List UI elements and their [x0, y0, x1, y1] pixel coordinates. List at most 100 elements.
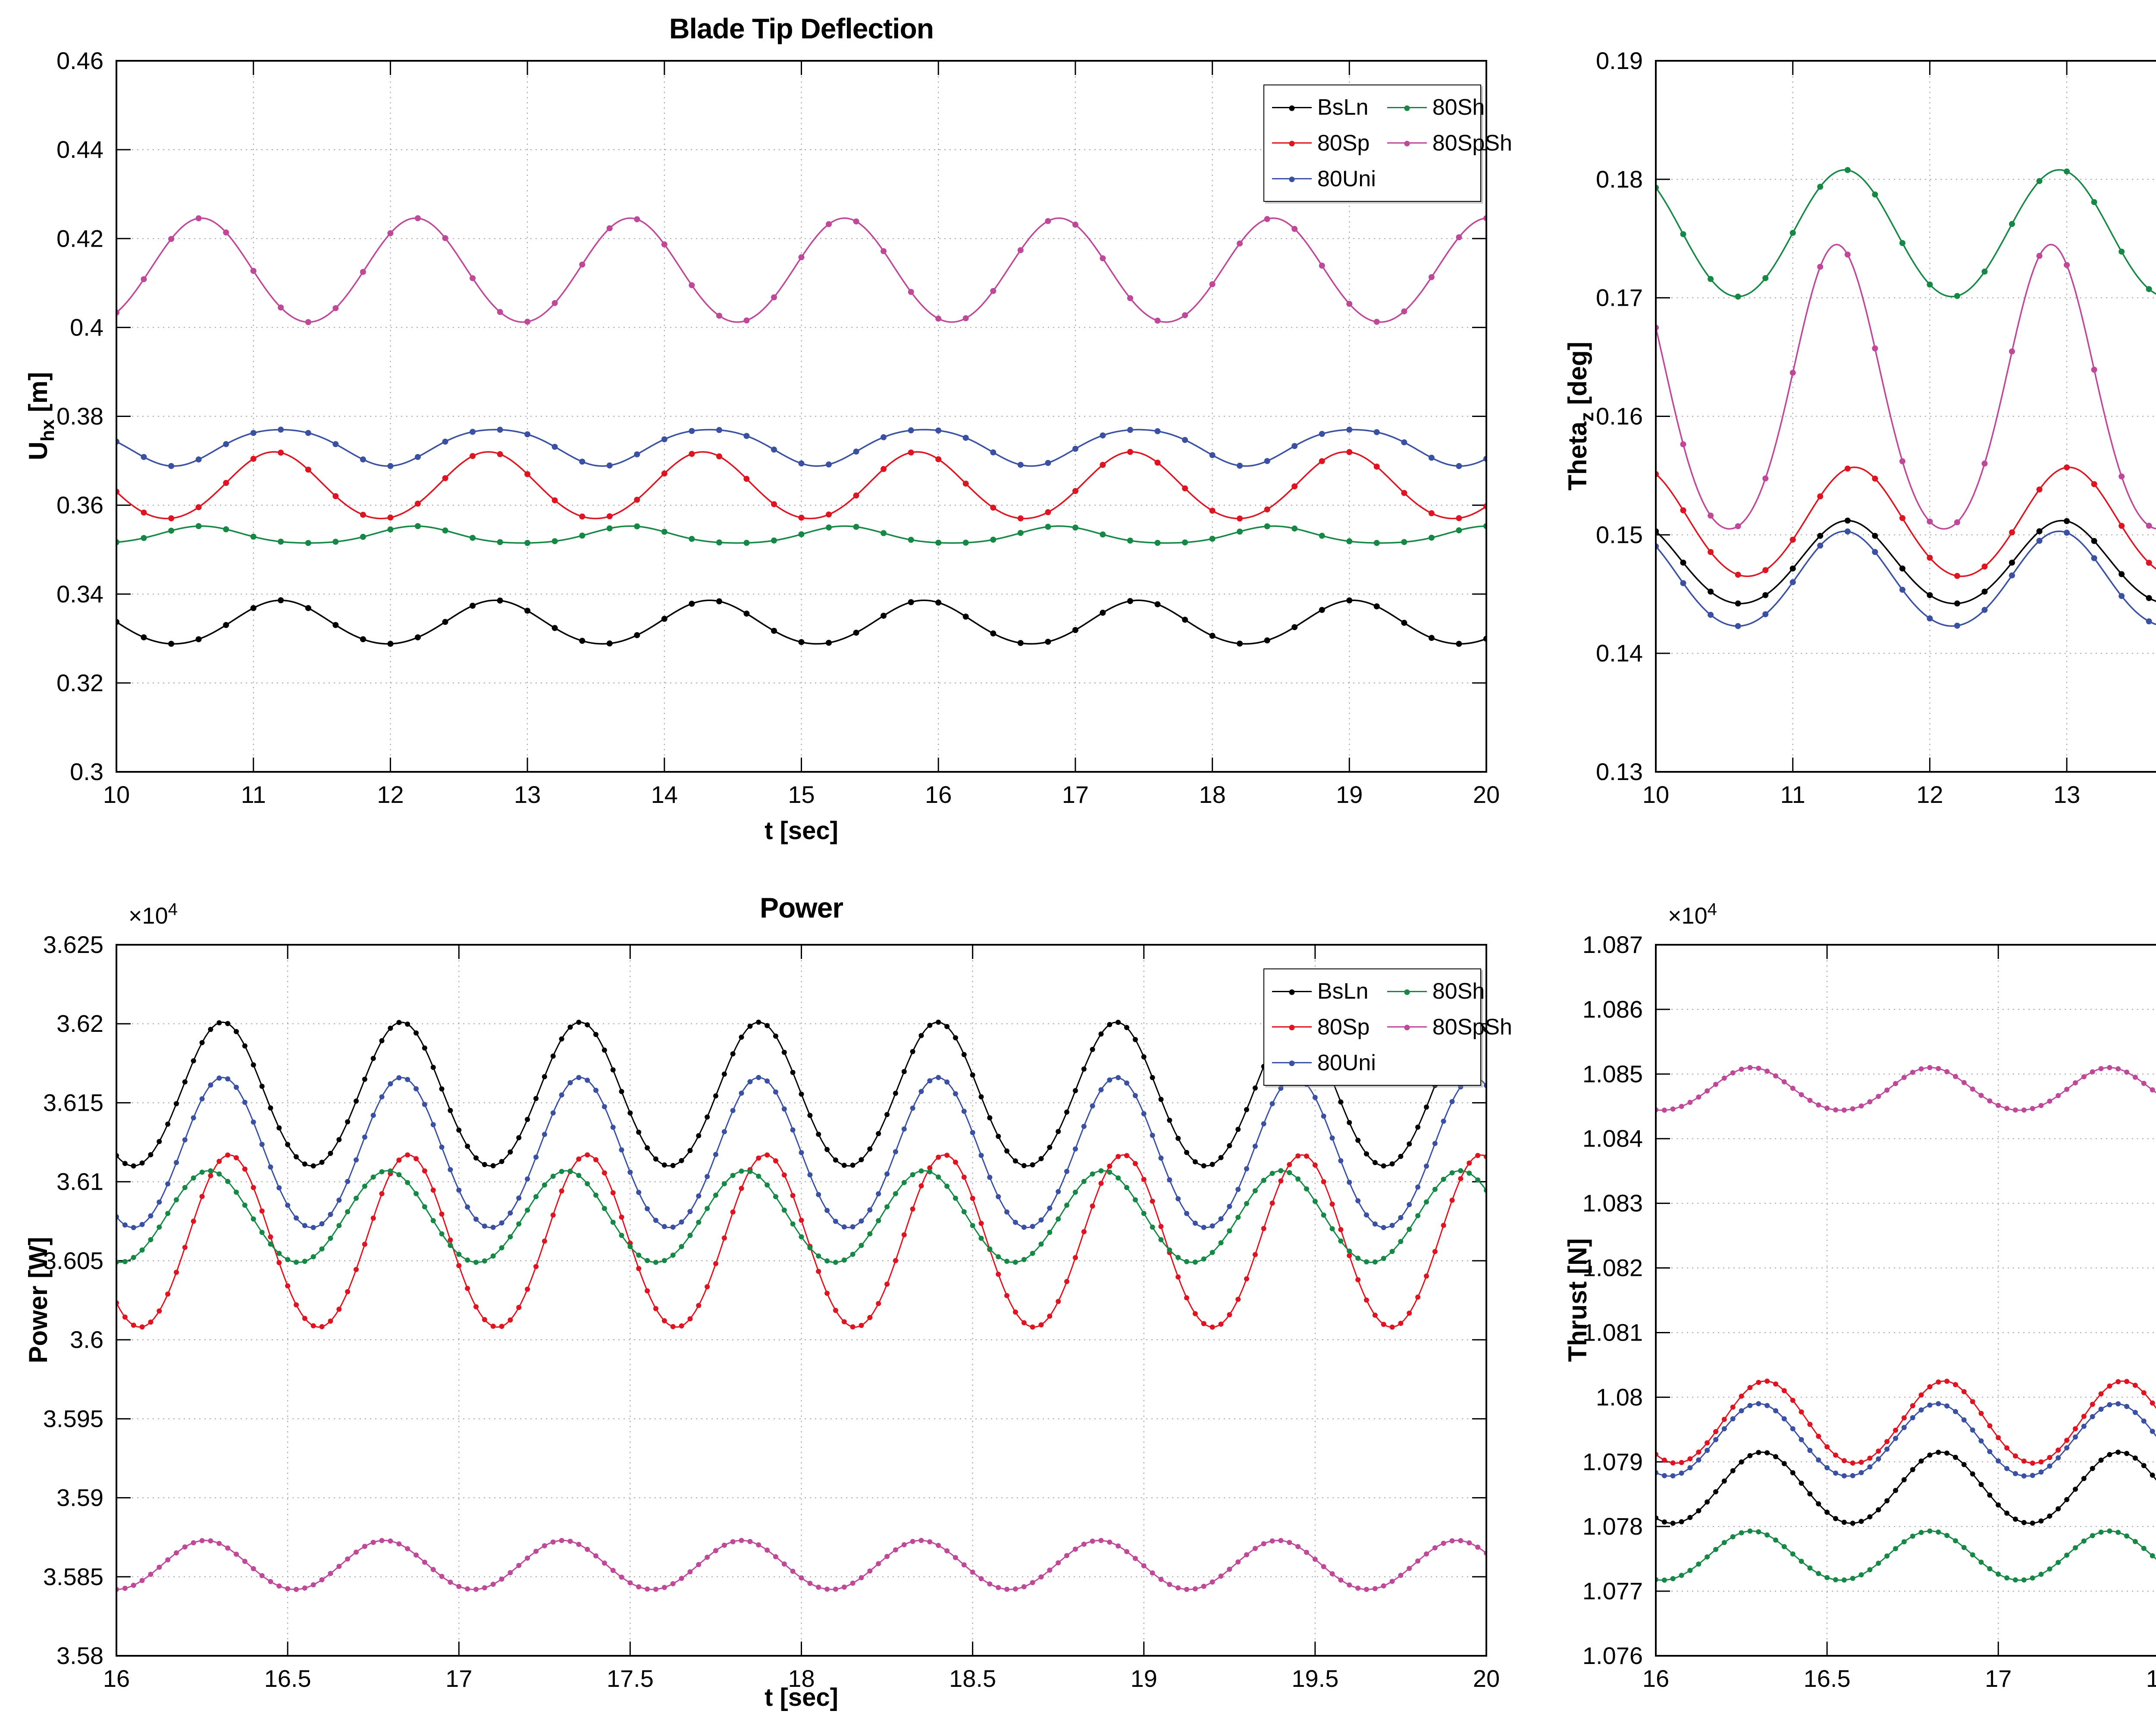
svg-text:1.083: 1.083 [1583, 1190, 1643, 1217]
svg-text:20: 20 [1473, 781, 1500, 808]
axes-canvas: 0.3 0.32 0.34 0.36 0.38 0.4 0.42 0.44 0.46 10 11 12… [56, 47, 1500, 808]
svg-text:0.16: 0.16 [1596, 403, 1643, 430]
axes-canvas: 0.130.140.150.160.170.180.19101112131415… [1596, 47, 2156, 808]
svg-text:16: 16 [103, 1665, 130, 1692]
legend-line-sample [1272, 1025, 1312, 1031]
svg-text:3.58: 3.58 [56, 1642, 103, 1669]
grid-lines [1656, 61, 2156, 772]
y-tick-labels: 3.58 3.585 3.59 3.595 3.6 3.605 3.61 3.615 3.62 3… [43, 931, 103, 1669]
y-axis-multiplier: ×104 [1668, 900, 1717, 929]
series-BsLn [1656, 1449, 2156, 1526]
legend-marker-dot [1404, 141, 1410, 147]
svg-text:0.46: 0.46 [56, 47, 103, 74]
series-80Sp [116, 449, 1486, 522]
series-BsLn [116, 597, 1486, 647]
subplot-power: Power ×104 Power [W] 3.58 3.585 3.59 3.595 3… [0, 857, 1539, 1714]
legend-marker-dot [1289, 989, 1295, 995]
svg-text:0.38: 0.38 [56, 403, 103, 430]
legend-entry-80Uni: 80Uni [1272, 1050, 1376, 1076]
legend-label: 80Sp [1317, 130, 1370, 156]
legend-entry-BsLn: BsLn [1272, 978, 1376, 1004]
svg-text:18: 18 [1199, 781, 1225, 808]
x-axis-label: t [sec] [765, 1683, 838, 1711]
legend-marker-dot [1289, 105, 1295, 111]
svg-text:0.3: 0.3 [70, 758, 103, 785]
svg-text:17: 17 [1985, 1665, 2012, 1692]
legend-entry-80Sh: 80Sh [1387, 94, 1512, 120]
svg-text:17: 17 [1062, 781, 1089, 808]
svg-text:12: 12 [377, 781, 404, 808]
svg-text:19: 19 [1336, 781, 1363, 808]
series-80Uni [1656, 528, 2156, 629]
svg-text:10: 10 [1642, 781, 1669, 808]
legend-label: 80Sh [1432, 979, 1485, 1004]
legend-marker-dot [1289, 176, 1295, 182]
legend-marker-dot [1404, 1025, 1410, 1031]
svg-text:3.605: 3.605 [43, 1247, 103, 1274]
svg-text:0.4: 0.4 [70, 313, 103, 341]
y-tick-labels: 1.076 1.077 1.078 1.079 1.08 1.081 1.082 1.083 1… [1583, 931, 1643, 1669]
legend-label: 80Sh [1432, 95, 1485, 120]
svg-text:0.32: 0.32 [56, 669, 103, 696]
svg-text:0.13: 0.13 [1596, 758, 1643, 785]
legend-label: 80Uni [1317, 166, 1376, 191]
grid-lines [116, 61, 1486, 772]
svg-text:1.087: 1.087 [1583, 931, 1643, 958]
series-80Sp [1656, 1379, 2156, 1466]
series-80SpSh [116, 1538, 1486, 1592]
svg-text:1.078: 1.078 [1583, 1513, 1643, 1540]
svg-text:19.5: 19.5 [1291, 1665, 1338, 1692]
plot-title: Blade Tip Deflection [669, 13, 934, 44]
legend-line-sample [1272, 1060, 1312, 1066]
series-80SpSh [1656, 244, 2156, 530]
series-80Sp [1656, 464, 2156, 579]
legend-label: BsLn [1317, 979, 1369, 1004]
legend-entry-80SpSh: 80SpSh [1387, 1014, 1512, 1040]
x-axis-label: t [sec] [1656, 1683, 2156, 1712]
svg-text:3.62: 3.62 [56, 1010, 103, 1037]
legend-line-sample [1387, 105, 1427, 111]
series-80Sp [116, 1152, 1486, 1330]
svg-text:0.14: 0.14 [1596, 639, 1643, 667]
svg-text:11: 11 [241, 781, 266, 808]
series-80SpSh [1656, 1065, 2156, 1113]
legend-entry-BsLn: BsLn [1272, 94, 1376, 120]
legend-label: 80SpSh [1432, 1014, 1512, 1040]
svg-text:1.082: 1.082 [1583, 1254, 1643, 1282]
legend-marker-dot [1289, 141, 1295, 147]
svg-text:0.44: 0.44 [56, 136, 103, 163]
svg-text:18.5: 18.5 [949, 1665, 996, 1692]
legend-label: 80SpSh [1432, 130, 1512, 156]
svg-text:16.5: 16.5 [264, 1665, 311, 1692]
svg-text:17.5: 17.5 [607, 1665, 654, 1692]
svg-text:1.085: 1.085 [1583, 1060, 1643, 1087]
legend-label: 80Uni [1317, 1050, 1376, 1075]
svg-text:0.19: 0.19 [1596, 47, 1643, 74]
legend-marker-dot [1289, 1025, 1295, 1031]
subplot-twist-angle: Twist Angle Thetaz [deg] 0.130.140.150.1… [1539, 0, 2156, 857]
legend-line-sample [1387, 989, 1427, 995]
svg-text:12: 12 [1916, 781, 1943, 808]
svg-text:18: 18 [788, 1665, 815, 1692]
x-axis-label: t [sec] [765, 817, 838, 845]
subplot-hub-thrust: Hub Thrust ×104 Thrust [N] 1.0761.0771.0… [1539, 857, 2156, 1714]
svg-text:3.6: 3.6 [70, 1326, 103, 1353]
svg-text:16: 16 [1642, 1665, 1669, 1692]
svg-text:16.5: 16.5 [1804, 1665, 1851, 1692]
series-80Uni [116, 426, 1486, 469]
svg-text:3.61: 3.61 [56, 1168, 103, 1195]
svg-text:0.15: 0.15 [1596, 521, 1643, 548]
tick-marks [1655, 944, 1999, 1657]
svg-text:3.615: 3.615 [43, 1089, 103, 1116]
legend-line-sample [1387, 1025, 1427, 1031]
series-80SpSh [116, 215, 1486, 325]
legend-line-sample [1272, 105, 1312, 111]
legend-line-sample [1272, 141, 1312, 147]
grid-lines [1656, 945, 2156, 1656]
series-80Sh [116, 1168, 1486, 1265]
svg-text:3.585: 3.585 [43, 1563, 103, 1590]
